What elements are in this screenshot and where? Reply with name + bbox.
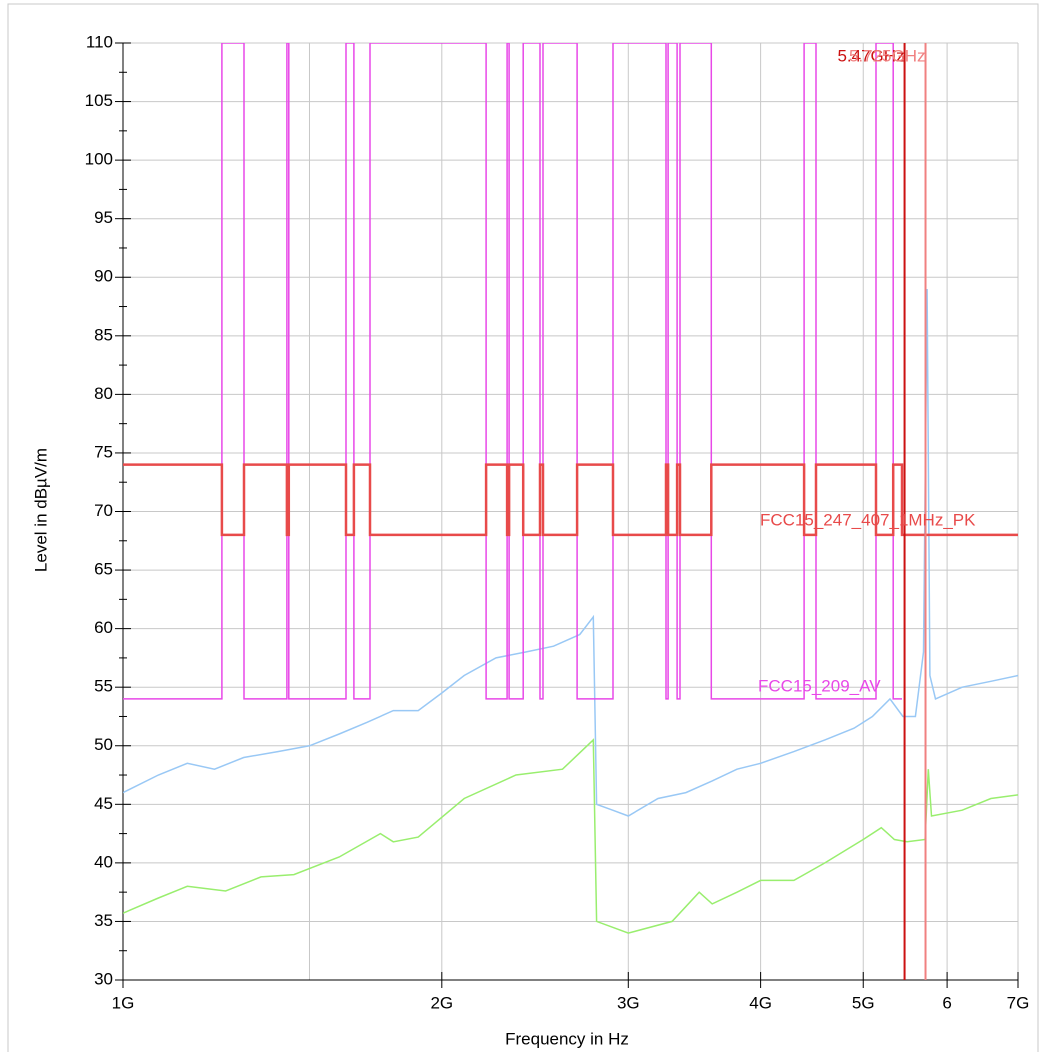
y-tick-label: 110: [86, 32, 113, 51]
x-axis-title: Frequency in Hz: [505, 1029, 629, 1048]
y-tick-label: 90: [94, 267, 113, 286]
series-line: [123, 738, 1019, 934]
series-line: [123, 463, 1018, 537]
marker-label: 5.47GHz: [837, 46, 904, 65]
x-tick-label: 5G: [852, 993, 875, 1012]
y-tick-label: 95: [94, 208, 113, 227]
x-tick-label: 1G: [112, 993, 135, 1012]
y-tick-label: 100: [85, 150, 113, 169]
y-tick-label: 65: [94, 560, 113, 579]
x-tick-label: 4G: [749, 993, 772, 1012]
y-tick-label: 75: [94, 442, 113, 461]
y-tick-label: 55: [94, 677, 113, 696]
series-label: FCC15_247_407_1MHz_PK: [760, 510, 976, 529]
series-line: [123, 43, 902, 700]
series-line: [123, 288, 1019, 817]
x-tick-label: 2G: [430, 993, 453, 1012]
x-tick-label: 3G: [617, 993, 640, 1012]
y-tick-label: 85: [94, 325, 113, 344]
plot-area: [123, 43, 1019, 934]
x-tick-label: 6: [942, 993, 951, 1012]
y-tick-label: 105: [85, 91, 113, 110]
y-tick-label: 35: [94, 911, 113, 930]
y-axis-title: Level in dBµV/m: [31, 448, 50, 572]
frame: [7, 3, 1039, 1052]
y-tick-label: 45: [94, 794, 113, 813]
y-tick-label: 40: [94, 852, 113, 871]
y-tick-label: 30: [94, 969, 113, 988]
x-tick-label: 7G: [1007, 993, 1030, 1012]
series-label: FCC15_209_AV: [758, 677, 881, 696]
y-tick-label: 80: [94, 384, 113, 403]
y-tick-label: 60: [94, 618, 113, 637]
y-tick-label: 50: [94, 735, 113, 754]
marker-label: 5.725GHz: [849, 46, 926, 65]
y-tick-label: 70: [94, 501, 113, 520]
